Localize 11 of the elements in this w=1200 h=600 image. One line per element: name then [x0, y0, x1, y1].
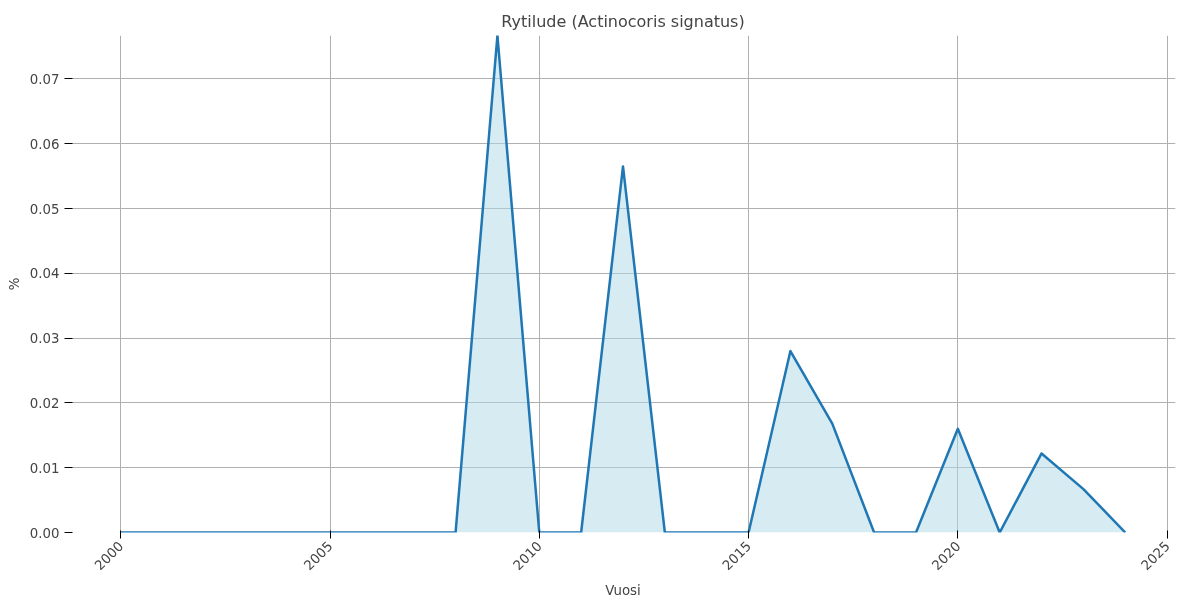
- y-axis-title: %: [6, 277, 22, 291]
- y-tick-label: 0.05: [29, 201, 60, 217]
- y-tick-label: 0.01: [29, 460, 60, 476]
- y-tick-label: 0.02: [29, 395, 60, 411]
- y-tick-label: 0.04: [29, 266, 60, 282]
- y-tick-label: 0.06: [29, 136, 60, 152]
- y-tick-label: 0.07: [29, 71, 60, 87]
- chart-title: Rytilude (Actinocoris signatus): [501, 11, 745, 31]
- x-axis-title: Vuosi: [605, 582, 641, 598]
- y-tick-label: 0.00: [29, 525, 60, 541]
- y-tick-label: 0.03: [29, 331, 60, 347]
